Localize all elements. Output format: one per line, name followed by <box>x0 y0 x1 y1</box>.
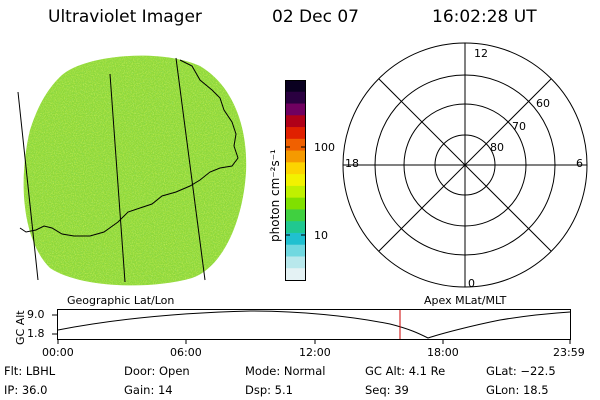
apex-caption: Apex MLat/MLT <box>424 294 507 307</box>
coastline <box>19 59 239 237</box>
color-scale-bar <box>285 80 306 281</box>
colorbar-segment <box>285 138 306 152</box>
colorbar-segment <box>285 221 306 234</box>
colorbar-segment <box>285 115 306 128</box>
colorbar-segment <box>285 232 306 246</box>
geographic-caption: Geographic Lat/Lon <box>67 294 175 307</box>
colorbar-segment <box>285 91 306 105</box>
image-time: 16:02:28 UT <box>432 7 537 27</box>
colorbar-segment <box>285 197 306 211</box>
mlt-label-18: 18 <box>345 157 359 170</box>
orbit-altitude-curve <box>57 310 571 339</box>
orbit-x-tick-1800: 18:00 <box>427 346 459 359</box>
filter-status: Flt: LBHL <box>4 364 56 378</box>
colorbar-segment <box>285 256 306 269</box>
colorbar-segment <box>285 80 306 93</box>
geo-latitude-status: GLat: −22.5 <box>486 364 556 378</box>
orbit-x-tick-2359: 23:59 <box>553 346 585 359</box>
colorbar-tick-100: 100 <box>314 141 335 154</box>
mlat-label-70: 70 <box>512 120 526 133</box>
mlt-label-0: 0 <box>468 277 475 290</box>
mlt-label-12: 12 <box>474 47 488 60</box>
orbit-y-tick-1.8: 1.8 <box>27 327 45 340</box>
image-date: 02 Dec 07 <box>272 7 359 27</box>
meridian-line <box>175 57 206 281</box>
mlat-label-60: 60 <box>536 97 550 110</box>
orbit-y-tick-9: 9.0 <box>27 308 45 321</box>
orbit-x-tick-0600: 06:00 <box>170 346 202 359</box>
mode-status: Mode: Normal <box>245 364 326 378</box>
colorbar-segment <box>285 268 306 281</box>
colorbar-segment <box>285 150 306 163</box>
mlat-label-80: 80 <box>490 141 504 154</box>
colorbar-segment <box>285 209 306 222</box>
geo-longitude-status: GLon: 18.5 <box>486 383 549 397</box>
gain-status: Gain: 14 <box>124 383 173 397</box>
dsp-status: Dsp: 5.1 <box>245 383 293 397</box>
colorbar-segment <box>285 185 306 199</box>
meridian-line <box>17 91 39 281</box>
sequence-status: Seq: 39 <box>365 383 409 397</box>
colorbar-segment <box>285 103 306 116</box>
orbit-x-tick-0000: 00:00 <box>42 346 74 359</box>
colorbar-segment <box>285 127 306 140</box>
colorbar-segment <box>285 244 306 258</box>
ip-status: IP: 36.0 <box>4 383 48 397</box>
colorbar-tick-10: 10 <box>314 229 328 242</box>
mlt-label-6: 6 <box>576 157 583 170</box>
instrument-title: Ultraviolet Imager <box>48 7 202 27</box>
gc-altitude-status: GC Alt: 4.1 Re <box>365 364 446 378</box>
door-status: Door: Open <box>124 364 190 378</box>
orbit-x-tick-1200: 12:00 <box>299 346 331 359</box>
meridian-line <box>109 73 126 283</box>
colorbar-segment <box>285 162 306 175</box>
orbit-y-axis-label: GC Alt <box>14 310 27 345</box>
colorbar-segment <box>285 174 306 187</box>
